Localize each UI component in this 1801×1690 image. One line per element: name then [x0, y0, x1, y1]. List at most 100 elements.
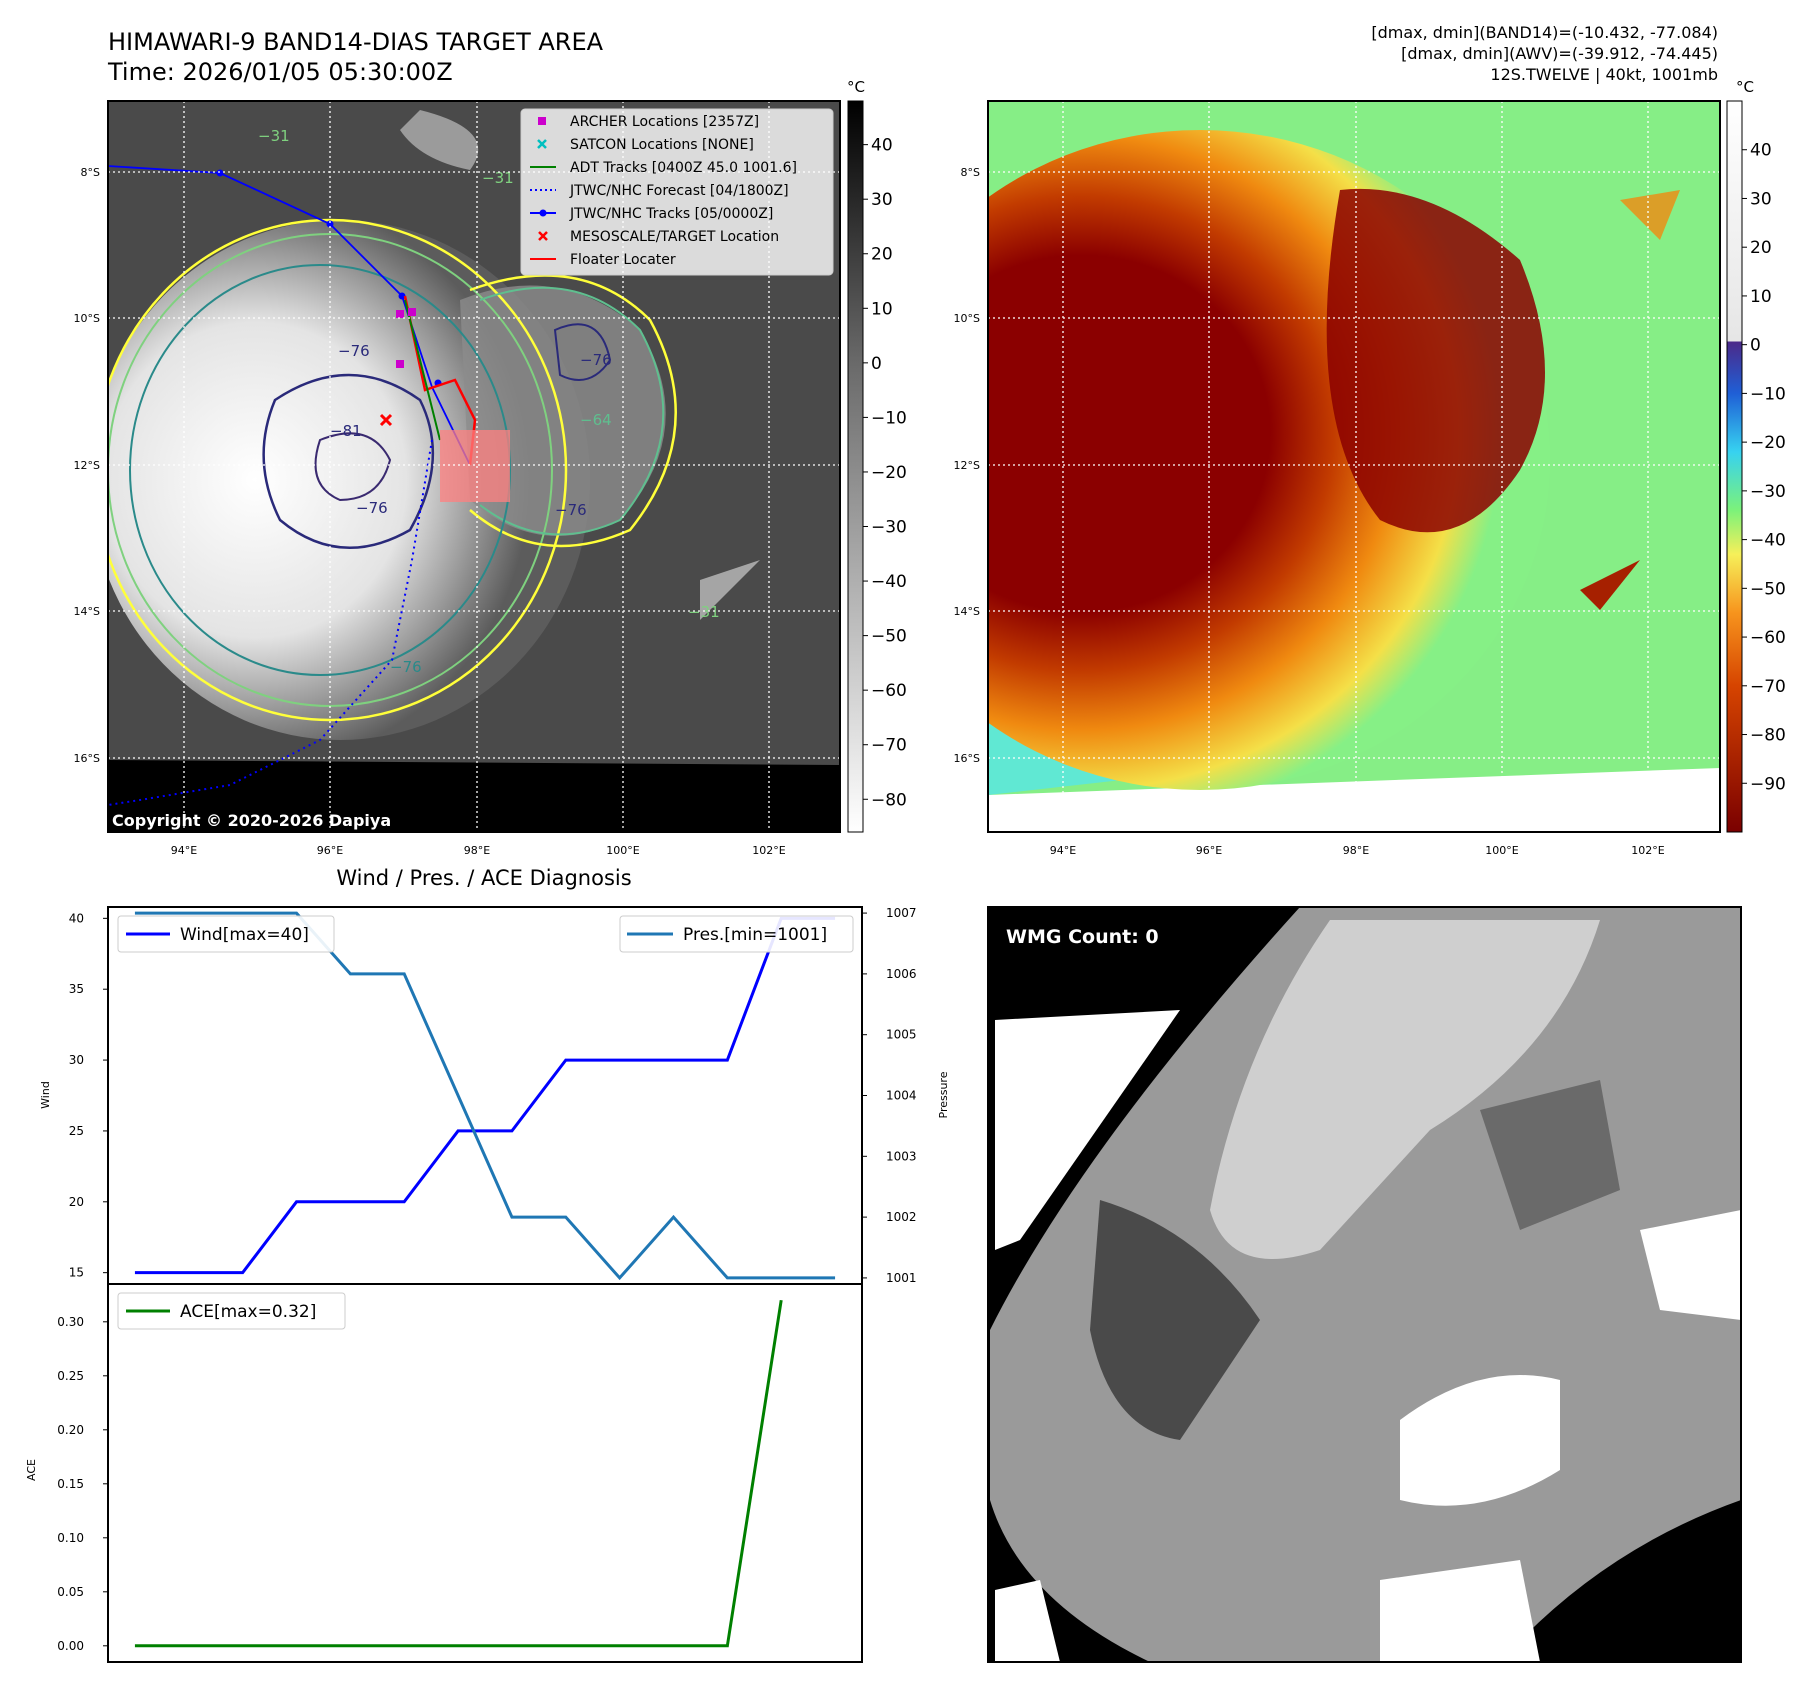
pressure-series-line	[134, 911, 836, 1281]
ace-ticks: 0.30 0.25 0.20 0.15 0.10 0.05 0.00	[57, 1315, 108, 1653]
pressure-legend: Pres.[min=1001]	[619, 915, 854, 953]
colorbar-tick-label: −60	[1750, 628, 1786, 648]
contour-green-band	[479, 286, 665, 536]
colorbar-tick-label: −20	[871, 463, 907, 483]
colorbar-unit: °C	[847, 78, 865, 96]
lon-label: 98°E	[464, 844, 490, 857]
lon-label: 102°E	[1631, 844, 1664, 857]
lon-label: 100°E	[606, 844, 639, 857]
pressure-ticks: 1007 1006 1005 1004 1003 1002 1001	[862, 906, 917, 1285]
colorbar-gradient	[1726, 100, 1743, 833]
archer-marker	[396, 360, 404, 368]
colorbar-tick-label: −30	[1750, 482, 1786, 502]
colorbar-tick-label: 10	[871, 299, 893, 319]
jtwc-track-point	[326, 220, 334, 228]
wind-tick-label: 30	[69, 1053, 84, 1067]
colorbar-tick-label: −20	[1750, 433, 1786, 453]
legend-satcon-icon	[537, 139, 547, 149]
pressure-tick-label: 1003	[886, 1149, 917, 1163]
wind-tick-label: 25	[69, 1124, 84, 1138]
contour-label: −64	[580, 411, 612, 429]
wind-tick-label: 40	[69, 911, 84, 925]
lat-label: 8°S	[961, 166, 980, 179]
cloud-band	[460, 285, 666, 536]
lat-label: 14°S	[954, 605, 980, 618]
wind-tick-label: 35	[69, 982, 84, 996]
pressure-tick-label: 1007	[886, 906, 917, 920]
contour-label: −31	[688, 603, 720, 621]
contour-cold	[262, 373, 435, 550]
pressure-axis-label: Pressure	[937, 1071, 950, 1118]
colorbar-tick-label: 40	[1750, 141, 1772, 161]
legend-ace: ACE[max=0.32]	[180, 1302, 316, 1322]
colorbar-tick-label: 0	[871, 354, 882, 374]
contour-label: −76	[555, 501, 587, 519]
lon-label: 94°E	[171, 844, 197, 857]
colorbar-tick-label: −70	[871, 736, 907, 756]
colorbar-tick-label: 20	[1750, 238, 1772, 258]
cloud-fragment	[400, 110, 479, 170]
colorbar-tick-label: −80	[1750, 726, 1786, 746]
awv-fragment	[1580, 560, 1640, 610]
lat-label: 12°S	[74, 459, 100, 472]
contour-cold-band	[553, 323, 612, 381]
legend-mesoscale: MESOSCALE/TARGET Location	[570, 229, 779, 245]
info-band14-range: [dmax, dmin](BAND14)=(-10.432, -77.084)	[1371, 23, 1718, 42]
band14-frame	[107, 100, 841, 833]
wmg-bright-core	[1210, 920, 1600, 1259]
ace-axis-label: ACE	[25, 1459, 38, 1481]
colorbar-tick-label: −80	[871, 790, 907, 810]
legend-adt: ADT Tracks [0400Z 45.0 1001.6]	[570, 160, 797, 176]
ace-tick-label: 0.15	[57, 1477, 84, 1491]
contour-yellow-band	[469, 274, 677, 548]
lat-label: 10°S	[74, 312, 100, 325]
contour-label: −76	[356, 499, 388, 517]
legend-jtwc-dot	[539, 209, 547, 217]
awv-gridlines	[988, 101, 1720, 832]
wind-pressure-frame	[107, 906, 863, 1285]
figure-time: Time: 2026/01/05 05:30:00Z	[107, 58, 453, 86]
contour-label: −31	[258, 127, 290, 145]
awv-fragment	[1620, 190, 1680, 240]
legend-box	[117, 915, 335, 953]
adt-track	[404, 299, 441, 441]
ace-tick-label: 0.30	[57, 1315, 84, 1329]
colorbar-unit: °C	[1736, 78, 1754, 96]
colorbar-tick-label: −40	[1750, 531, 1786, 551]
colorbar-gradient	[847, 100, 864, 833]
colorbar-tick-label: −40	[871, 572, 907, 592]
lon-label: 102°E	[752, 844, 785, 857]
cloud-fragment	[700, 560, 760, 620]
pressure-tick-label: 1005	[886, 1028, 917, 1042]
legend-floater: Floater Locater	[570, 252, 676, 268]
ace-series-line	[134, 1299, 783, 1648]
band14-lat-labels: 8°S 10°S 12°S 14°S 16°S	[74, 166, 100, 765]
ace-frame	[107, 1283, 863, 1663]
mesoscale-marker	[379, 413, 393, 427]
ace-tick-label: 0.10	[57, 1531, 84, 1545]
awv-colorbar: °C 40 30 20 10 0 −10 −20 −30 −40 −50 −60 −70 −80 −90	[1726, 78, 1786, 833]
legend-pressure: Pres.[min=1001]	[683, 925, 827, 945]
legend-archer-icon	[538, 117, 546, 125]
lon-label: 94°E	[1050, 844, 1076, 857]
jtwc-track-point	[398, 292, 406, 300]
map-gridlines	[108, 101, 840, 832]
colorbar-tick-label: −50	[871, 627, 907, 647]
contour-yellow	[108, 218, 568, 722]
legend-box	[117, 1292, 346, 1330]
awv-band	[1326, 188, 1545, 533]
ace-tick-label: 0.00	[57, 1639, 84, 1653]
ace-tick-label: 0.25	[57, 1369, 84, 1383]
legend-box	[619, 915, 854, 953]
contour-label: −76	[580, 351, 612, 369]
lat-label: 8°S	[81, 166, 100, 179]
wmg-clear-patch	[995, 1580, 1060, 1662]
wind-series-line	[134, 916, 836, 1275]
jtwc-track-point	[216, 169, 224, 177]
pressure-tick-label: 1004	[886, 1089, 917, 1103]
lat-label: 16°S	[74, 752, 100, 765]
pressure-tick-label: 1001	[886, 1271, 917, 1285]
info-awv-range: [dmax, dmin](AWV)=(-39.912, -74.445)	[1401, 44, 1718, 63]
band14-map: −31 −31 −76 −81 −76 −76 −64 −76 −31 −76 …	[74, 100, 841, 857]
wmg-dark-core	[1090, 1200, 1260, 1440]
